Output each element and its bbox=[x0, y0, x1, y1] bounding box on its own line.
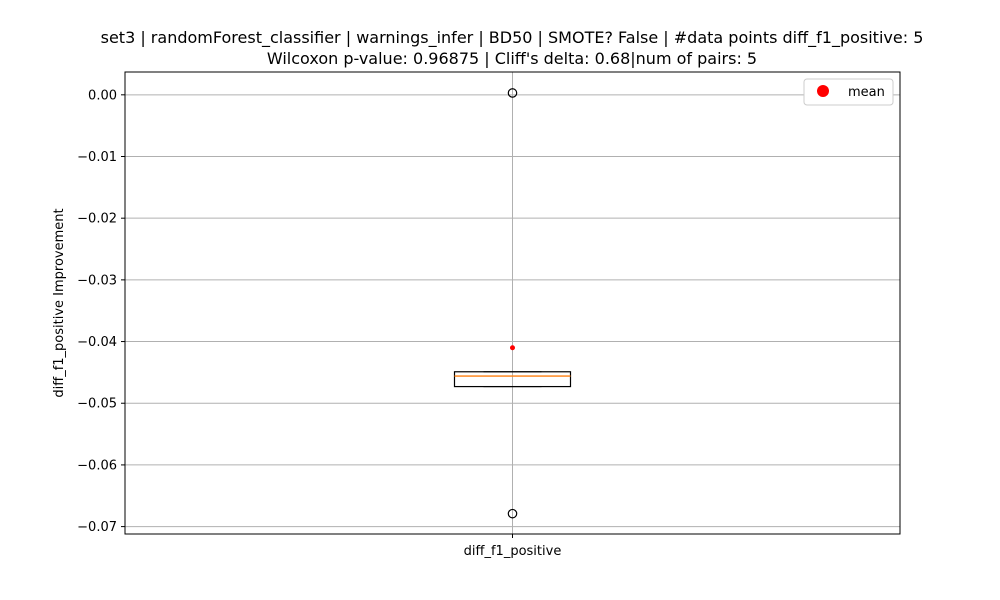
legend-frame bbox=[803, 78, 894, 106]
y-tick-label: −0.04 bbox=[77, 335, 117, 350]
box-plot bbox=[453, 88, 572, 519]
y-tick-label: −0.07 bbox=[77, 520, 117, 535]
legend-mean-label: mean bbox=[848, 85, 885, 100]
outlier-point bbox=[507, 88, 518, 98]
chart-title-line-1: set3 | randomForest_classifier | warning… bbox=[101, 28, 924, 48]
y-tick-label: −0.02 bbox=[77, 212, 117, 227]
grid-layer bbox=[125, 72, 900, 534]
outlier-point bbox=[507, 508, 518, 519]
legend-mean-marker bbox=[817, 85, 829, 97]
y-tick-label: −0.06 bbox=[77, 458, 117, 473]
x-tick-label: diff_f1_positive bbox=[464, 544, 562, 559]
chart-title-line-2: Wilcoxon p-value: 0.96875 | Cliff's delt… bbox=[267, 49, 757, 68]
y-tick-label: 0.00 bbox=[88, 88, 117, 103]
mean-point bbox=[510, 345, 515, 351]
iqr-box bbox=[453, 371, 572, 388]
y-axis-label: diff_f1_positive Improvement bbox=[52, 208, 67, 397]
y-tick-label: −0.01 bbox=[77, 150, 117, 165]
y-tick-label: −0.03 bbox=[77, 273, 117, 288]
tick-layer: 0.00 −0.01 −0.02 −0.03 −0.04 −0.05 −0.06 −0.07 d… bbox=[77, 88, 561, 559]
legend: mean bbox=[803, 78, 894, 106]
y-tick-label: −0.05 bbox=[77, 397, 117, 412]
